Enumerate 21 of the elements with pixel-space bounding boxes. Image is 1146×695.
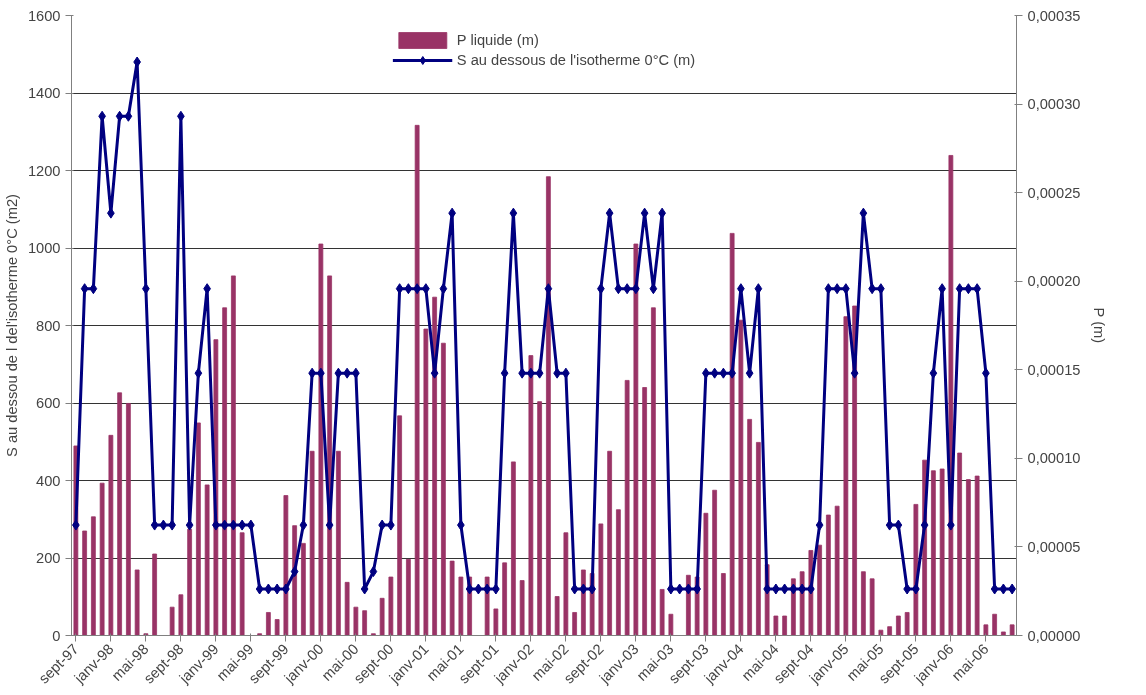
y-tick-label: 400 <box>36 472 61 489</box>
y-tick-label: 1600 <box>27 7 61 24</box>
y2-tick-label: 0,00010 <box>1027 450 1081 467</box>
y-tick-label: 1000 <box>27 240 61 256</box>
y2-axis-title: P (m) <box>1091 307 1108 344</box>
y2-tick-label: 0,00005 <box>1027 538 1081 555</box>
y-tick-label: 1200 <box>27 162 61 179</box>
y2-tick-label: 0,00000 <box>1027 627 1081 644</box>
y-tick-label: 0 <box>52 627 61 644</box>
y-tick-label: 600 <box>36 395 61 411</box>
y-tick-label: 800 <box>36 317 61 334</box>
y2-tick-label: 0,00035 <box>1027 7 1081 24</box>
legend-label: S au dessous de l'isotherme 0°C (m) <box>456 52 696 68</box>
y2-tick-label: 0,00025 <box>1027 184 1081 201</box>
y2-tick-label: 0,00020 <box>1027 273 1081 290</box>
y2-tick-label: 0,00030 <box>1027 96 1081 113</box>
y2-tick-label: 0,00015 <box>1027 361 1081 378</box>
y-tick-label: 1400 <box>27 85 61 101</box>
y-axis-title: S au dessou de l del'isotherme 0°C (m2) <box>3 194 20 457</box>
y-tick-label: 200 <box>36 550 61 566</box>
legend-label: P liquide (m) <box>456 32 539 48</box>
